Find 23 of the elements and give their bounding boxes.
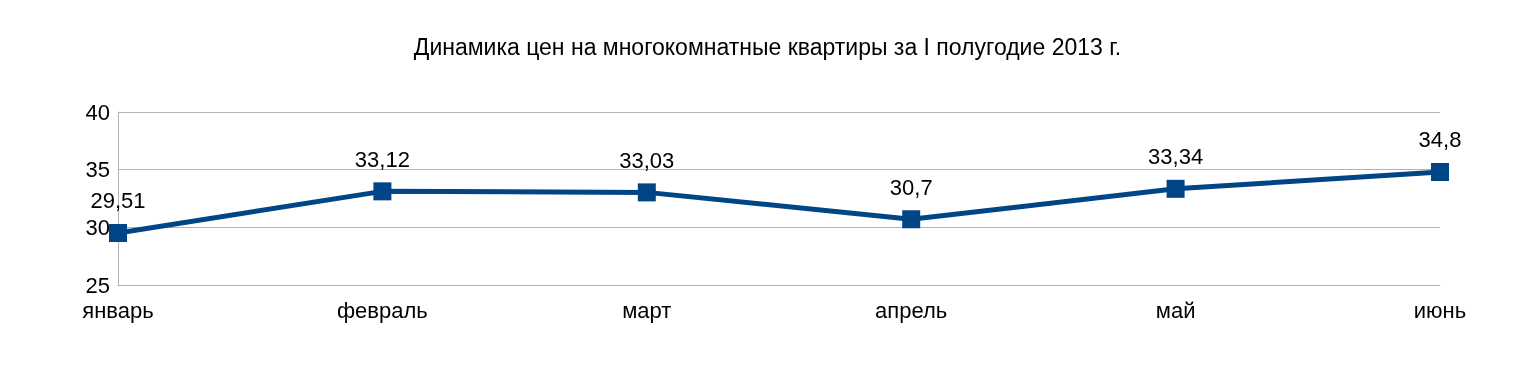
y-tick-label: 30 [85,214,110,240]
y-tick-label: 25 [85,272,110,298]
x-tick-label: март [622,297,672,323]
data-label: 30,7 [889,174,933,200]
point [1166,179,1185,198]
point [109,223,127,242]
x-tick-label: май [1155,297,1196,323]
x-tick-label: февраль [337,297,428,323]
y-tick-label: 40 [85,99,110,125]
data-label: 34,8 [1418,127,1462,153]
x-tick-label: апрель [875,297,948,323]
data-label: 29,51 [90,188,146,214]
data-label: 33,12 [354,146,410,172]
data-label: 33,03 [619,147,675,173]
point [902,210,921,229]
y-tick-label: 35 [85,157,110,183]
data-label: 33,34 [1148,144,1204,170]
x-tick-label: июнь [1413,297,1467,323]
x-tick-label: январь [82,297,154,323]
point [637,183,656,202]
point [1431,162,1449,181]
chart-title: Динамика цен на многокомнатные квартиры за I полугодие 2013 г. [413,33,1122,60]
point [373,182,392,201]
